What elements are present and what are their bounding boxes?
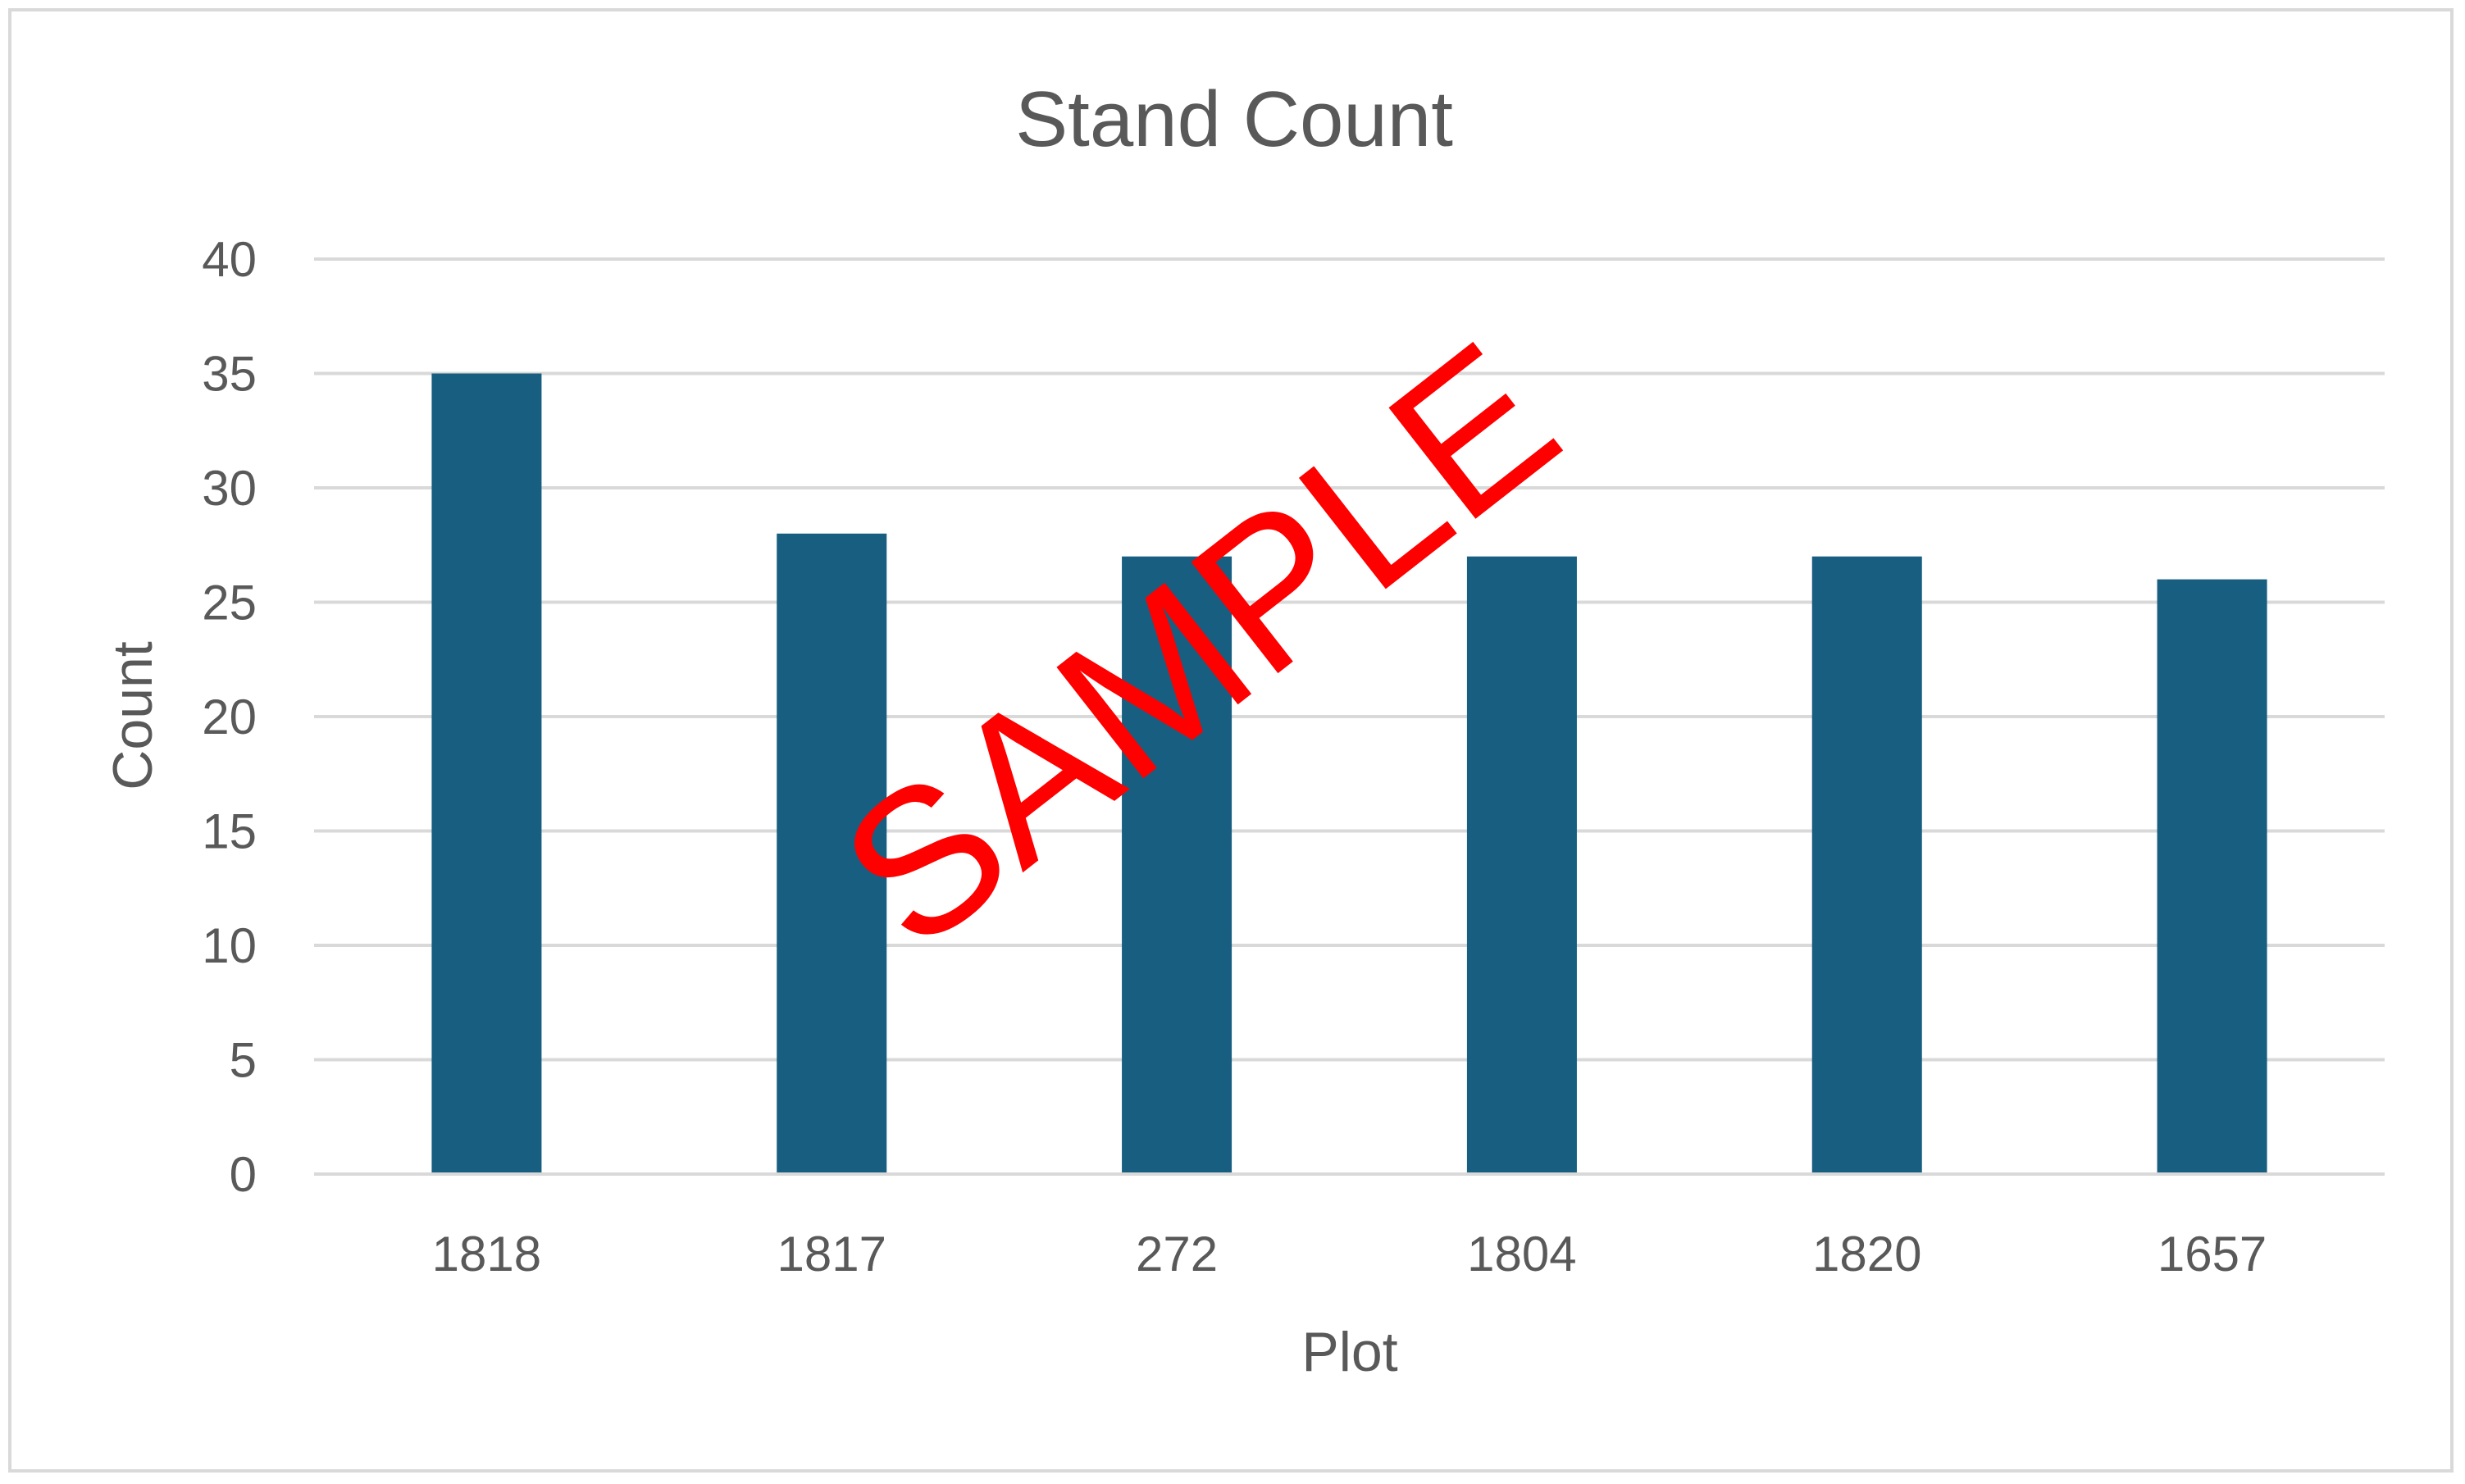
y-axis-title: Count	[102, 641, 164, 790]
bar-272	[1122, 556, 1232, 1174]
x-tick-label: 1817	[777, 1227, 886, 1281]
x-tick-label: 1818	[432, 1227, 541, 1281]
y-tick-label: 10	[202, 918, 257, 973]
bar-1817	[777, 533, 887, 1174]
y-tick-label: 40	[202, 232, 257, 287]
bar-1804	[1466, 556, 1577, 1174]
chart-title: Stand Count	[1015, 75, 1453, 163]
bars	[314, 373, 2385, 1176]
x-tick-label: 1820	[1812, 1227, 1921, 1281]
x-tick-label: 1657	[2157, 1227, 2267, 1281]
y-tick-label: 30	[202, 461, 257, 516]
y-tick-label: 15	[202, 804, 257, 859]
x-tick-label: 1804	[1467, 1227, 1576, 1281]
y-tick-label: 20	[202, 690, 257, 744]
x-axis-title: Plot	[1301, 1321, 1397, 1383]
bar-1657	[2157, 579, 2267, 1174]
bar-1818	[431, 373, 542, 1174]
y-tick-label: 0	[230, 1147, 257, 1202]
y-tick-label: 5	[230, 1033, 257, 1088]
y-axis-ticks: 0 5 10 15 20 25 30 35 40	[202, 232, 257, 1202]
bar-1820	[1811, 556, 1922, 1174]
x-tick-label: 272	[1136, 1227, 1218, 1281]
y-tick-label: 35	[202, 347, 257, 402]
x-axis-ticks: 1818 1817 272 1804 1820 1657	[432, 1227, 2267, 1281]
y-tick-label: 25	[202, 576, 257, 630]
